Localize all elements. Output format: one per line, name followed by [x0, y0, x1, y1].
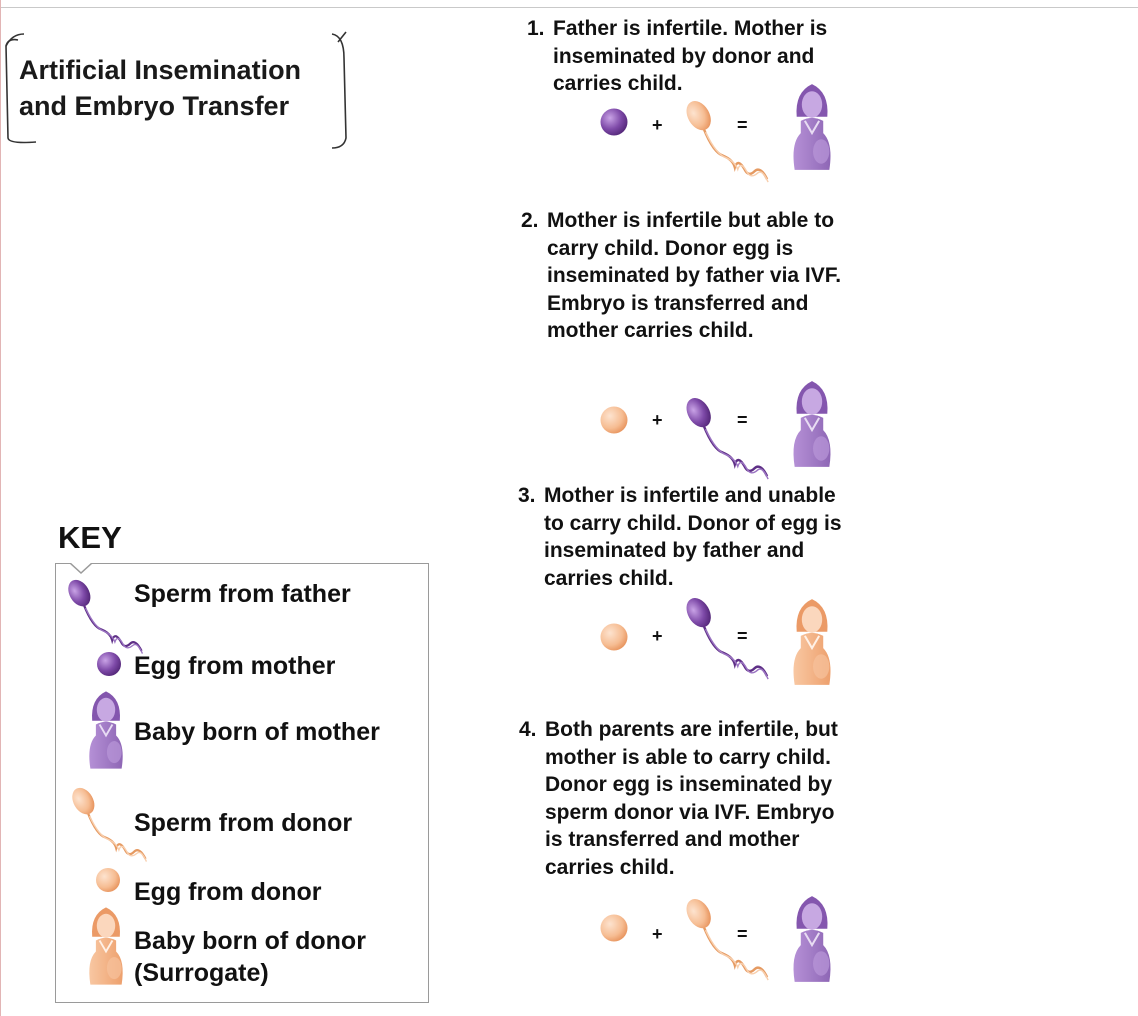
egg-donor-icon	[596, 619, 632, 655]
scenario-2-equation: + =	[590, 387, 840, 482]
key-label-baby-mother: Baby born of mother	[134, 718, 380, 746]
scenario-3-text: Mother is infertile and unable to carry …	[544, 484, 842, 590]
key-label-sperm-father: Sperm from father	[134, 580, 351, 608]
equals-sign: =	[737, 410, 748, 430]
scenario-4-equation: + =	[590, 904, 840, 999]
equals-sign: =	[737, 626, 748, 646]
baby-mother-icon	[786, 373, 838, 475]
left-margin-line	[0, 0, 1, 1016]
hand-drawn-brackets	[5, 31, 347, 149]
egg-donor-icon	[596, 910, 632, 946]
scenario-3: 3. Mother is infertile and unable to car…	[518, 482, 842, 592]
page-title: Artificial Insemination and Embryo Trans…	[19, 55, 302, 121]
egg-mother-icon	[93, 648, 125, 680]
scenario-2-text: Mother is infertile but able to carry ch…	[547, 209, 842, 342]
baby-donor-icon	[786, 591, 838, 693]
baby-donor-icon	[83, 900, 129, 992]
scenario-4-number: 4.	[519, 718, 537, 741]
scenario-4: 4. Both parents are infertile, but mothe…	[519, 716, 838, 881]
egg-donor-icon	[596, 402, 632, 438]
equals-sign: =	[737, 924, 748, 944]
scenario-1-equation: + =	[590, 88, 840, 183]
key-label-baby-donor: Baby born of donor (Surrogate)	[134, 927, 366, 987]
key-notch	[70, 563, 92, 575]
baby-mother-icon	[83, 684, 129, 776]
scenario-3-number: 3.	[518, 484, 536, 507]
plus-sign: +	[652, 410, 663, 430]
sperm-father-icon	[684, 595, 772, 685]
plus-sign: +	[652, 924, 663, 944]
egg-donor-icon	[92, 864, 124, 896]
key-label-egg-donor: Egg from donor	[134, 878, 322, 906]
scenario-1-text: Father is infertile. Mother is inseminat…	[553, 17, 828, 95]
egg-mother-icon	[596, 104, 632, 140]
sperm-donor-icon	[684, 896, 772, 986]
scenario-1: 1. Father is infertile. Mother is insemi…	[527, 15, 827, 98]
sperm-father-icon	[684, 395, 772, 485]
scenario-3-equation: + =	[590, 601, 840, 696]
key-label-egg-mother: Egg from mother	[134, 652, 336, 680]
sperm-donor-icon	[684, 98, 772, 188]
top-divider	[0, 7, 1138, 8]
key-label-sperm-donor: Sperm from donor	[134, 809, 353, 837]
plus-sign: +	[652, 626, 663, 646]
plus-sign: +	[652, 115, 663, 135]
title-box: Artificial Insemination and Embryo Trans…	[2, 28, 362, 153]
scenario-2-number: 2.	[521, 209, 539, 232]
equals-sign: =	[737, 115, 748, 135]
key-title: KEY	[58, 520, 122, 555]
scenario-1-number: 1.	[527, 17, 545, 40]
baby-mother-icon	[786, 888, 838, 990]
scenario-4-text: Both parents are infertile, but mother i…	[545, 718, 838, 879]
scenario-2: 2. Mother is infertile but able to carry…	[521, 207, 841, 345]
baby-mother-icon	[786, 76, 838, 178]
